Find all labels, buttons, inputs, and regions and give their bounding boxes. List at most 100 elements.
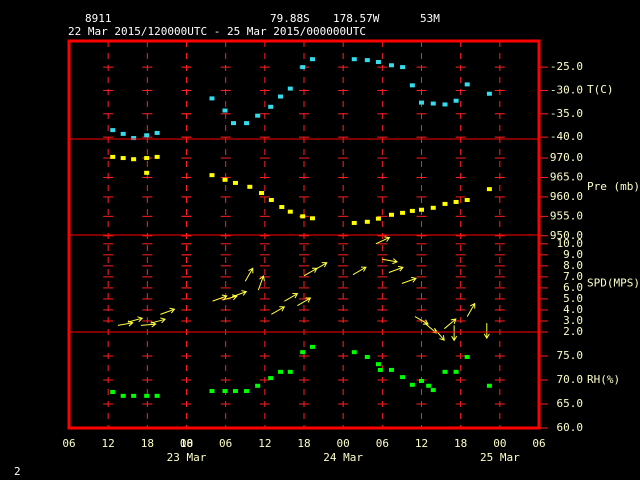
data-point	[453, 98, 459, 103]
period: 22 Mar 2015/120000UTC - 25 Mar 2015/0000…	[68, 25, 366, 38]
data-point	[120, 393, 126, 398]
data-point	[388, 212, 394, 217]
wind-arrow	[257, 275, 265, 291]
data-point	[209, 96, 215, 101]
data-point	[409, 83, 415, 88]
wind-arrow	[232, 290, 248, 298]
y-tick-label: -35.0	[550, 107, 583, 120]
x-tick-label: 06	[219, 437, 232, 450]
data-point	[430, 388, 436, 393]
data-point	[300, 65, 306, 70]
y-axis-label: T(C)	[587, 83, 614, 96]
data-point	[232, 180, 238, 185]
data-point	[131, 157, 137, 162]
wind-arrow	[313, 262, 328, 271]
data-point	[222, 108, 228, 113]
data-point	[364, 354, 370, 359]
data-point	[486, 187, 492, 192]
x-tick-label: 18	[180, 437, 193, 450]
data-point	[300, 214, 306, 219]
data-point	[430, 205, 436, 210]
y-tick-label: 8.0	[563, 259, 583, 272]
data-point	[222, 389, 228, 394]
data-point	[244, 121, 250, 126]
data-point	[300, 350, 306, 355]
date-label: 24 Mar	[323, 451, 363, 464]
x-tick-label: 18	[454, 437, 467, 450]
wind-arrow	[434, 328, 445, 341]
data-point	[419, 100, 424, 105]
data-point	[232, 389, 238, 394]
y-tick-label: 75.0	[557, 349, 584, 362]
data-point	[409, 382, 415, 387]
y-tick-label: -30.0	[550, 83, 583, 96]
wind-arrow	[444, 318, 457, 330]
y-tick-label: 5.0	[563, 292, 583, 305]
data-point	[464, 82, 470, 87]
x-tick-label: 18	[297, 437, 310, 450]
data-point	[110, 390, 116, 394]
data-point	[131, 393, 137, 398]
y-tick-label: 9.0	[563, 248, 583, 261]
data-point	[110, 154, 116, 159]
data-point	[351, 57, 357, 62]
data-point	[364, 58, 370, 63]
wind-arrow	[388, 265, 404, 273]
station-id: 8911	[85, 12, 112, 25]
data-point	[279, 205, 285, 210]
data-point	[377, 367, 383, 372]
y-axis-label: SPD(MPS)	[587, 277, 640, 290]
y-tick-label: 970.0	[550, 151, 583, 164]
data-point	[131, 136, 137, 141]
data-point	[442, 201, 448, 206]
data-point	[426, 383, 432, 388]
wind-arrow	[414, 316, 429, 325]
data-point	[278, 369, 283, 374]
data-point	[231, 121, 236, 126]
data-point	[154, 130, 160, 135]
data-point	[144, 133, 150, 138]
data-point	[268, 104, 274, 109]
data-point	[419, 207, 424, 212]
wind-arrow	[375, 236, 391, 245]
y-tick-label: 965.0	[550, 170, 583, 183]
wind-arrow	[212, 294, 228, 302]
data-point	[309, 344, 315, 349]
x-tick-label: 18	[141, 437, 154, 450]
data-point	[430, 101, 436, 106]
y-tick-label: 960.0	[550, 190, 583, 203]
data-point	[375, 60, 381, 64]
data-point	[309, 216, 315, 221]
data-point	[287, 369, 293, 374]
data-point	[287, 86, 293, 91]
data-point	[247, 184, 253, 189]
date-label: 23 Mar	[167, 451, 207, 464]
data-point	[144, 170, 150, 175]
wind-arrow	[382, 258, 399, 265]
data-point	[120, 156, 126, 161]
data-point	[400, 210, 406, 215]
data-point	[255, 383, 261, 388]
longitude: 178.57W	[333, 12, 380, 25]
data-point	[209, 389, 215, 394]
data-point	[144, 156, 150, 161]
wind-arrow	[352, 266, 367, 276]
data-point	[110, 128, 116, 133]
data-point	[120, 131, 126, 136]
data-point	[222, 177, 228, 182]
data-point	[464, 198, 470, 203]
data-point	[278, 94, 283, 99]
x-tick-label: 12	[102, 437, 115, 450]
data-point	[259, 191, 265, 196]
x-tick-label: 06	[376, 437, 389, 450]
x-tick-label: 06	[532, 437, 545, 450]
y-tick-label: 60.0	[557, 421, 584, 434]
y-tick-label: 70.0	[557, 373, 584, 386]
data-point	[453, 369, 459, 374]
frame	[67, 39, 541, 430]
x-tick-label: 06	[62, 437, 75, 450]
y-tick-label: 10.0	[557, 237, 584, 250]
data-point	[400, 65, 406, 70]
data-point	[453, 199, 459, 204]
